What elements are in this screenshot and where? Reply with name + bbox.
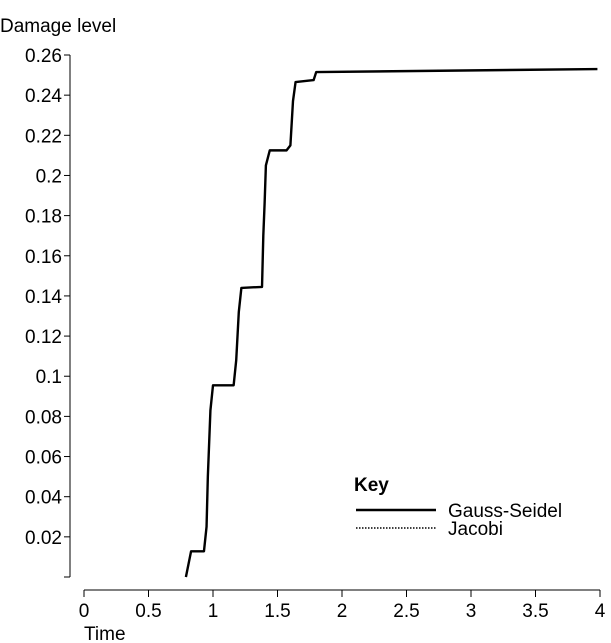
y-tick-label: 0.1 — [36, 367, 62, 388]
x-tick-label: 0 — [79, 601, 90, 622]
y-tick-label: 0.26 — [25, 46, 62, 67]
y-tick-label: 0.08 — [25, 407, 62, 428]
y-tick-label: 0.18 — [25, 207, 62, 228]
legend-label: Jacobi — [448, 519, 503, 540]
x-tick-label: 1.5 — [264, 601, 290, 622]
x-ticks: 0 0.5 1 1.5 2 2.5 3 3.5 4 — [79, 590, 606, 622]
y-tick-label: 0.16 — [25, 247, 62, 268]
y-tick-label: 0.04 — [25, 488, 62, 509]
y-tick-label: 0.24 — [25, 86, 62, 107]
y-axis-label: Damage level — [0, 16, 116, 37]
x-tick-label: 1 — [208, 601, 219, 622]
legend-label: Gauss-Seidel — [448, 501, 562, 522]
y-tick-label: 0.06 — [25, 448, 62, 469]
x-axis-label: Time — [84, 624, 126, 643]
x-tick-label: 4 — [595, 601, 606, 622]
y-tick-label: 0.12 — [25, 327, 62, 348]
series-line-gauss-seidel — [184, 67, 598, 578]
x-tick-label: 2 — [337, 601, 348, 622]
y-tick-label: 0.2 — [36, 166, 62, 187]
x-tick-label: 2.5 — [393, 601, 419, 622]
x-tick-label: 3 — [466, 601, 477, 622]
series-lines — [184, 67, 598, 578]
y-tick-label: 0.02 — [25, 528, 62, 549]
y-ticks: 0.02 0.04 0.06 0.08 0.1 0.12 0.14 0.16 0.18 0.2 0.… — [25, 46, 70, 578]
x-tick-label: 3.5 — [522, 601, 548, 622]
y-tick-label: 0.14 — [25, 287, 62, 308]
y-tick-label: 0.22 — [25, 126, 62, 147]
legend-title: Key — [354, 475, 389, 496]
x-tick-label: 0.5 — [135, 601, 161, 622]
